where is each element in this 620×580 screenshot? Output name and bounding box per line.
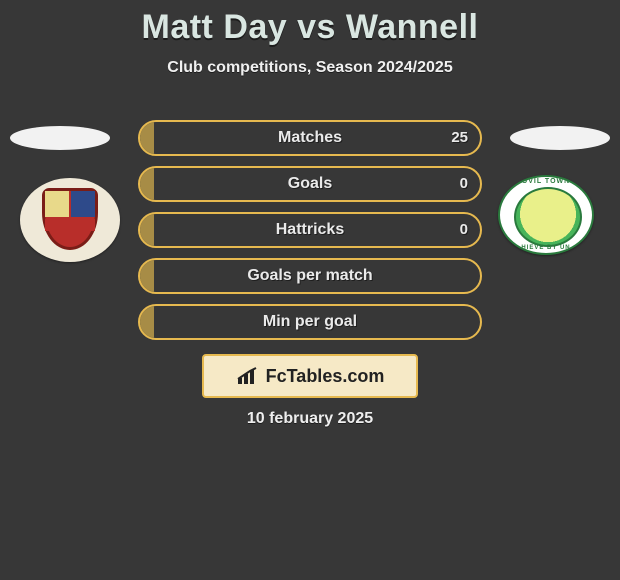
comparison-card: Matt Day vs Wannell Club competitions, S…: [0, 0, 620, 580]
page-title: Matt Day vs Wannell: [0, 0, 620, 47]
club-crest-left: [20, 178, 120, 262]
stat-value: 25: [451, 122, 468, 154]
stat-row: Min per goal: [138, 304, 482, 340]
player-right-avatar-placeholder: [510, 126, 610, 150]
stat-row: Hattricks0: [138, 212, 482, 248]
subtitle: Club competitions, Season 2024/2025: [0, 59, 620, 77]
bar-chart-icon: [236, 366, 262, 386]
crest-right-inner: [514, 187, 582, 247]
crest-left-band: [45, 219, 95, 231]
player-left-avatar-placeholder: [10, 126, 110, 150]
attribution-badge: FcTables.com: [202, 354, 418, 398]
stat-value: 0: [460, 214, 468, 246]
stats-list: Matches25Goals0Hattricks0Goals per match…: [138, 120, 482, 350]
stat-row: Matches25: [138, 120, 482, 156]
crest-left-shield: [42, 188, 98, 250]
date-text: 10 february 2025: [0, 410, 620, 428]
stat-row: Goals per match: [138, 258, 482, 294]
crest-right-text-bottom: HIEVE BY UN: [500, 245, 592, 251]
crest-right-ring: OVIL TOWN HIEVE BY UN: [498, 175, 594, 255]
stat-value: 0: [460, 168, 468, 200]
stat-label: Goals: [140, 168, 480, 200]
stat-label: Goals per match: [140, 260, 480, 292]
crest-left-ring: [20, 178, 120, 262]
attribution-text: FcTables.com: [266, 366, 385, 387]
crest-right-text-top: OVIL TOWN: [500, 178, 592, 185]
stat-label: Hattricks: [140, 214, 480, 246]
stat-row: Goals0: [138, 166, 482, 202]
stat-label: Matches: [140, 122, 480, 154]
club-crest-right: OVIL TOWN HIEVE BY UN: [498, 175, 598, 259]
stat-label: Min per goal: [140, 306, 480, 338]
